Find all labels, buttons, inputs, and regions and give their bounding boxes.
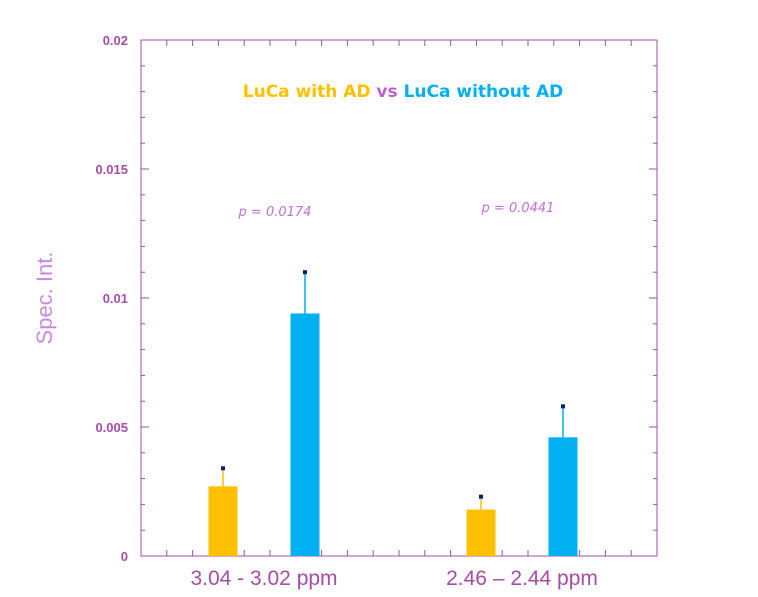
x-category-label: 3.04 - 3.02 ppm [190,567,337,590]
y-axis-label: Spec. Int. [32,252,57,345]
bar-2-2 [548,437,578,556]
error-bar-cap [221,466,225,471]
y-tick-label: 0 [121,549,128,564]
x-category-label: 2.46 – 2.44 ppm [446,567,598,590]
axis-labels: 3.04 - 3.02 ppm 2.46 – 2.44 ppm [190,567,597,590]
y-tick-label: 0.005 [95,420,128,435]
error-bar-cap [303,270,307,275]
plot-border [140,39,658,557]
error-bar-cap [479,494,483,499]
bars-group [208,313,578,556]
bar-1-2 [466,509,496,556]
legend: LuCa with AD vs LuCa without AD [243,82,563,102]
p-value-annotation-1: p = 0.0174 [238,205,312,220]
bar-2-1 [290,313,320,556]
y-tick-label: 0.01 [103,291,128,306]
bar-1-1 [208,486,238,556]
y-tick-label: 0.02 [103,33,128,48]
legend-series-2: LuCa without AD [404,82,564,102]
legend-series-1: LuCa with AD [243,82,371,102]
plot-frame [140,39,658,557]
y-axis-ticks: 0 0.005 0.01 0.015 0.02 [95,33,657,564]
x-axis-ticks [166,40,632,556]
error-bar-cap [561,404,565,409]
y-tick-label: 0.015 [95,162,128,177]
legend-vs: vs [371,82,404,102]
p-value-annotation-2: p = 0.0441 [481,201,555,216]
error-bars-group [221,270,565,510]
